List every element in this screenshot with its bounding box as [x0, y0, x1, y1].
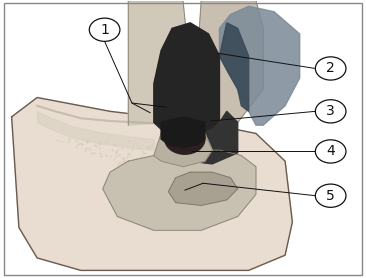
Polygon shape	[128, 1, 194, 125]
Text: 2: 2	[326, 61, 335, 75]
Polygon shape	[154, 128, 212, 167]
Circle shape	[315, 184, 346, 207]
Polygon shape	[220, 6, 300, 125]
Circle shape	[89, 18, 120, 41]
Polygon shape	[12, 98, 292, 270]
Text: 4: 4	[326, 145, 335, 158]
Polygon shape	[168, 172, 238, 205]
Polygon shape	[194, 1, 263, 122]
Text: 1: 1	[100, 23, 109, 37]
Text: 5: 5	[326, 189, 335, 203]
Polygon shape	[220, 23, 249, 111]
Circle shape	[165, 124, 205, 154]
Circle shape	[315, 140, 346, 163]
Polygon shape	[154, 23, 220, 133]
Polygon shape	[183, 111, 238, 164]
Text: 3: 3	[326, 104, 335, 118]
Circle shape	[315, 57, 346, 80]
Polygon shape	[161, 117, 205, 147]
Polygon shape	[103, 150, 256, 230]
Circle shape	[315, 100, 346, 123]
